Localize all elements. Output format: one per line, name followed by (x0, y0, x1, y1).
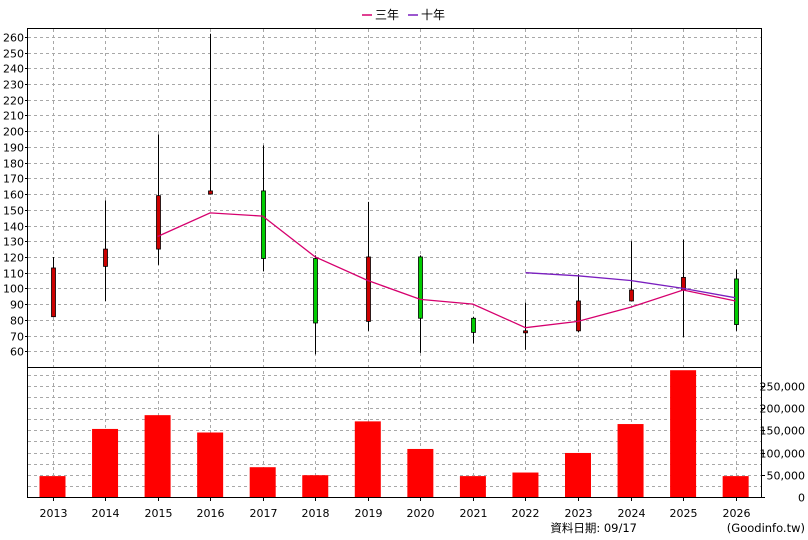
candle-body (366, 256, 371, 322)
price-tick-label: 60 (10, 346, 24, 359)
volume-bar (144, 415, 171, 497)
x-tick-label: 2021 (460, 507, 488, 520)
candle-body (156, 195, 161, 250)
x-axis: 2013 2014 2015 2016 2017 2018 2019 2020 2021 2022… (40, 497, 751, 520)
x-tick-label: 2024 (618, 507, 646, 520)
x-tick-label: 2026 (723, 507, 751, 520)
candle-body (208, 190, 213, 195)
price-tick-label: 80 (10, 315, 24, 328)
candle-body (734, 278, 739, 325)
price-tick-label: 190 (3, 142, 24, 155)
source-site: (Goodinfo.tw) (727, 521, 805, 535)
x-tick-label: 2020 (407, 507, 435, 520)
volume-bar (565, 452, 591, 497)
price-tick-label: 110 (3, 268, 24, 281)
legend-label-3y: 三年 (375, 8, 399, 22)
volume-bar (670, 370, 697, 497)
candle-body (418, 256, 423, 319)
price-tick-label: 180 (3, 158, 24, 171)
legend-label-10y: 十年 (421, 8, 445, 22)
x-tick-label: 2015 (145, 507, 173, 520)
price-tick-label: 150 (3, 205, 24, 218)
legend: 三年 十年 (362, 8, 445, 22)
price-axis: 60 70 80 90 100 110 120 130 140 150 160 170 180 190 20… (3, 32, 28, 359)
price-tick-label: 100 (3, 283, 24, 296)
volume-bar (249, 467, 276, 497)
x-tick-label: 2014 (92, 507, 120, 520)
volume-tick-label: 50,000 (767, 470, 806, 483)
price-tick-label: 210 (3, 110, 24, 123)
volume-bar (722, 476, 749, 497)
price-tick-label: 250 (3, 48, 24, 61)
series-line (525, 272, 736, 299)
volume-tick-label: 250,000 (760, 381, 806, 394)
volume-bar (617, 424, 644, 497)
volume-bar (92, 428, 119, 497)
x-tick-label: 2025 (670, 507, 698, 520)
price-tick-label: 240 (3, 63, 24, 76)
series-line (157, 212, 736, 329)
candle-body (471, 317, 476, 333)
x-tick-label: 2016 (197, 507, 225, 520)
price-tick-label: 140 (3, 221, 24, 234)
volume-bar (197, 432, 224, 497)
candle-body (261, 190, 266, 259)
price-tick-label: 120 (3, 252, 24, 265)
volume-bar (39, 476, 66, 497)
price-tick-label: 90 (10, 299, 24, 312)
candle-body (51, 267, 56, 318)
x-tick-label: 2023 (565, 507, 593, 520)
moving-average-lines (157, 212, 736, 329)
volume-bar (407, 448, 434, 497)
x-tick-label: 2017 (250, 507, 278, 520)
price-tick-label: 260 (3, 32, 24, 45)
volume-bar (512, 472, 539, 497)
volume-bar (302, 475, 329, 497)
price-tick-label: 200 (3, 126, 24, 139)
volume-tick-label: 0 (798, 492, 805, 505)
price-tick-label: 230 (3, 79, 24, 92)
volume-bar (459, 476, 486, 497)
volume-tick-label: 150,000 (760, 425, 806, 438)
candle-body (313, 258, 318, 324)
candle-body (103, 248, 108, 267)
x-tick-label: 2019 (355, 507, 383, 520)
price-tick-label: 130 (3, 236, 24, 249)
candle-body (576, 300, 581, 332)
x-tick-label: 2022 (512, 507, 540, 520)
volume-panel-frame (27, 367, 762, 498)
volume-bars (39, 370, 749, 497)
candle-body (629, 289, 634, 302)
candle-body (523, 330, 528, 334)
price-tick-label: 220 (3, 95, 24, 108)
volume-tick-label: 100,000 (760, 448, 806, 461)
candlesticks (51, 33, 739, 355)
source-date: 資料日期: 09/17 (550, 521, 637, 535)
price-tick-label: 170 (3, 173, 24, 186)
price-tick-label: 160 (3, 189, 24, 202)
price-tick-label: 70 (10, 331, 24, 344)
volume-bar (354, 421, 381, 497)
volume-tick-label: 200,000 (760, 403, 806, 416)
x-tick-label: 2013 (40, 507, 68, 520)
x-tick-label: 2018 (302, 507, 330, 520)
volume-axis: 0 50,000 100,000 150,000 200,000 250,000 (760, 381, 806, 505)
